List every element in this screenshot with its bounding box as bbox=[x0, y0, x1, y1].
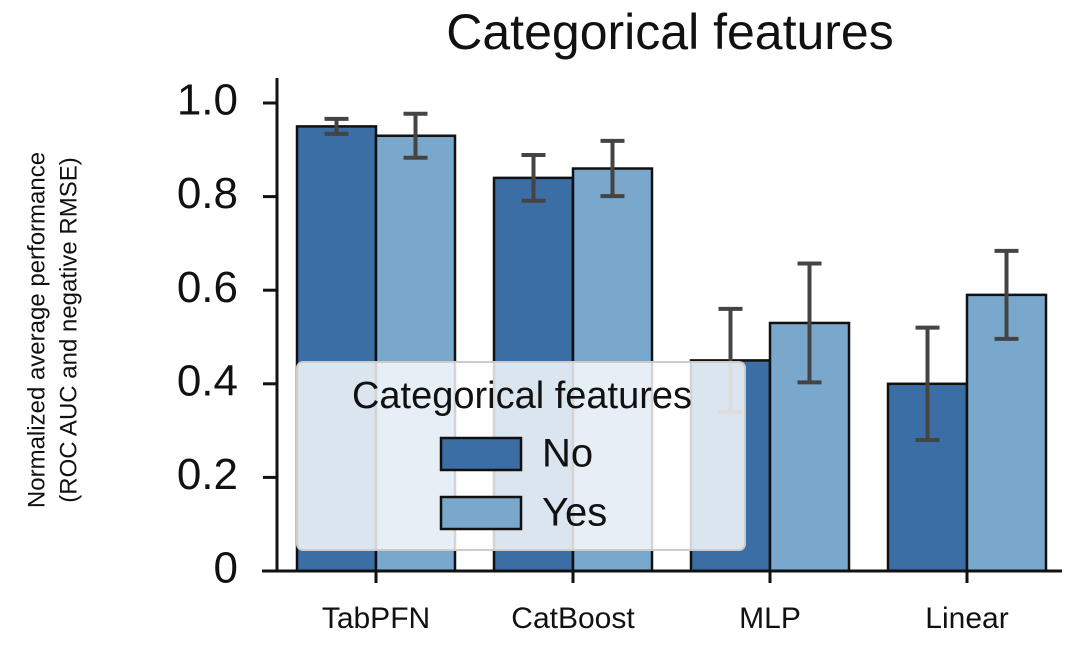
x-tick-label: CatBoost bbox=[511, 602, 635, 635]
error-bar bbox=[797, 261, 822, 385]
error-bar bbox=[324, 116, 349, 136]
chart-title: Categorical features bbox=[446, 4, 893, 60]
error-bar bbox=[915, 325, 940, 442]
legend-swatch bbox=[439, 495, 523, 531]
x-tick-label: TabPFN bbox=[322, 602, 430, 635]
error-bar bbox=[994, 248, 1019, 341]
legend-label: Yes bbox=[542, 491, 607, 535]
y-tick-label: 0 bbox=[214, 544, 238, 593]
y-tick-label: 0.4 bbox=[177, 356, 238, 405]
y-axis-label-line: (ROC AUC and negative RMSE) bbox=[55, 157, 82, 502]
legend-title: Categorical features bbox=[352, 375, 692, 417]
y-axis-label-line: Normalized average performance bbox=[23, 152, 50, 508]
y-tick-label: 0.8 bbox=[177, 169, 238, 218]
error-bar bbox=[403, 111, 428, 160]
legend-label: No bbox=[542, 432, 593, 476]
x-tick-label: Linear bbox=[925, 602, 1008, 635]
y-tick-label: 0.6 bbox=[177, 263, 238, 312]
legend-swatch bbox=[439, 436, 523, 472]
y-tick-label: 1.0 bbox=[177, 76, 238, 125]
x-tick-label: MLP bbox=[739, 602, 801, 635]
error-bar bbox=[600, 138, 625, 199]
y-tick-label: 0.2 bbox=[177, 450, 238, 499]
error-bar bbox=[521, 152, 546, 203]
y-axis-label: Normalized average performance (ROC AUC … bbox=[23, 152, 82, 508]
